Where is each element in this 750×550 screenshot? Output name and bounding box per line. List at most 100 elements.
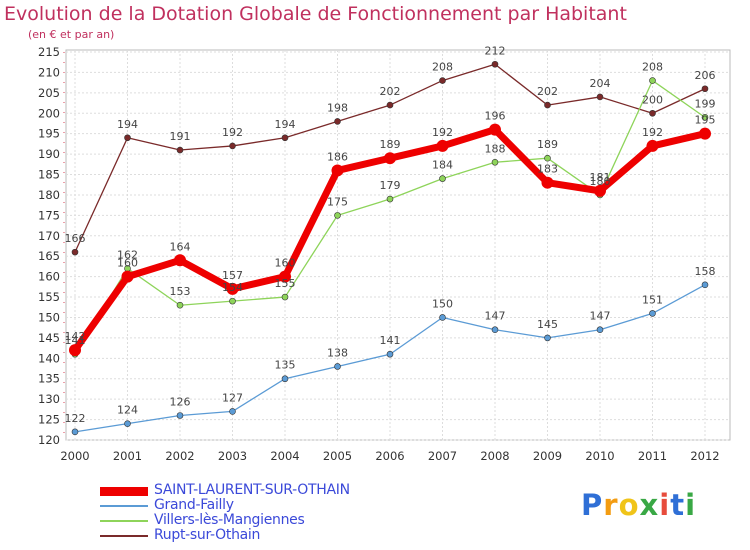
- data-label: 175: [327, 195, 348, 208]
- data-point: [701, 281, 709, 289]
- y-tick-label: 205: [38, 86, 60, 100]
- data-label: 127: [222, 391, 243, 404]
- x-tick-label: 2008: [480, 449, 509, 463]
- data-point: [121, 270, 134, 283]
- data-label: 155: [275, 277, 296, 290]
- data-point: [439, 77, 446, 84]
- data-label: 145: [537, 318, 558, 331]
- y-tick-label: 195: [38, 127, 60, 141]
- data-label: 135: [275, 359, 296, 372]
- data-point: [281, 375, 289, 383]
- data-point: [279, 270, 291, 283]
- data-point: [596, 93, 604, 101]
- grid: [65, 49, 731, 441]
- legend-swatch: [100, 486, 148, 496]
- data-label: 202: [380, 85, 401, 98]
- y-tick-label: 135: [38, 372, 60, 386]
- data-label: 158: [695, 265, 716, 278]
- x-tick-label: 2001: [113, 449, 142, 463]
- data-label: 154: [222, 281, 243, 294]
- legend-label: Grand-Failly: [154, 497, 234, 513]
- x-tick-label: 2009: [533, 449, 562, 463]
- data-point: [281, 293, 289, 301]
- data-point: [491, 326, 499, 334]
- chart-title: Evolution de la Dotation Globale de Fonc…: [4, 3, 627, 25]
- data-label: 184: [432, 159, 453, 172]
- logo-letter: P: [581, 488, 604, 522]
- y-tick-label: 190: [38, 147, 60, 161]
- data-point: [544, 101, 551, 109]
- y-tick-label: 180: [38, 188, 60, 202]
- data-point: [226, 282, 239, 295]
- legend-swatch: [100, 520, 148, 522]
- data-point: [436, 139, 449, 152]
- data-point: [386, 350, 394, 358]
- data-label: 138: [327, 346, 348, 359]
- y-tick-label: 170: [38, 229, 60, 243]
- y-tick-label: 130: [38, 392, 60, 406]
- data-label: 204: [590, 77, 611, 90]
- y-tick-label: 185: [38, 168, 60, 182]
- data-label: 195: [695, 114, 716, 127]
- logo-letter: x: [639, 488, 660, 522]
- y-tick-label: 120: [38, 433, 60, 447]
- data-point: [229, 142, 236, 150]
- data-point: [176, 146, 184, 154]
- y-tick-label: 125: [38, 413, 60, 427]
- legend-label: Rupt-sur-Othain: [154, 527, 261, 543]
- data-label: 179: [380, 179, 401, 192]
- data-point: [386, 195, 394, 203]
- y-tick-label: 150: [38, 310, 60, 324]
- legend-label: SAINT-LAURENT-SUR-OTHAIN: [154, 482, 350, 498]
- data-point: [544, 334, 551, 342]
- data-label: 191: [170, 130, 191, 143]
- data-label: 147: [590, 310, 611, 323]
- data-point: [334, 212, 341, 219]
- data-point: [646, 139, 659, 152]
- y-tick-label: 210: [38, 65, 60, 79]
- data-point: [176, 412, 184, 419]
- data-point: [174, 254, 186, 267]
- logo-letter: i: [685, 488, 697, 522]
- data-point: [439, 175, 446, 182]
- legend-swatch: [100, 535, 148, 537]
- data-point: [124, 420, 131, 427]
- y-tick-label: 215: [38, 45, 60, 59]
- data-label: 180: [590, 175, 611, 188]
- data-point: [331, 164, 344, 177]
- plot-frame: [65, 49, 731, 441]
- legend-swatch: [100, 505, 148, 507]
- data-label: 192: [222, 126, 243, 139]
- data-point: [71, 428, 79, 436]
- data-label: 188: [485, 142, 506, 155]
- data-label: 192: [432, 126, 453, 139]
- data-label: 157: [222, 269, 243, 282]
- data-point: [701, 114, 709, 121]
- proxiti-logo: Proxiti: [581, 488, 696, 522]
- data-point: [649, 310, 656, 317]
- x-tick-label: 2011: [638, 449, 667, 463]
- data-point: [491, 158, 499, 166]
- x-tick-label: 2000: [60, 449, 89, 463]
- data-label: 198: [327, 101, 348, 114]
- y-tick-label: 175: [38, 208, 60, 222]
- data-point: [281, 134, 289, 142]
- data-point: [541, 176, 554, 189]
- logo-letter: r: [603, 488, 619, 522]
- x-tick-label: 2004: [270, 449, 299, 463]
- x-tick-label: 2002: [165, 449, 194, 463]
- data-point: [386, 101, 394, 109]
- y-tick-label: 160: [38, 270, 60, 284]
- data-label: 160: [117, 257, 138, 270]
- data-label: 200: [642, 93, 663, 106]
- y-tick-label: 200: [38, 106, 60, 120]
- y-tick-label: 155: [38, 290, 60, 304]
- data-point: [439, 314, 446, 321]
- data-point: [176, 301, 184, 309]
- data-label: 183: [537, 163, 558, 176]
- data-point: [649, 77, 656, 84]
- data-labels: 166 194 191 192 194 198 202 208 212 202 204 200 206 1…: [65, 44, 716, 425]
- data-label: 194: [117, 118, 138, 131]
- data-point: [334, 363, 341, 370]
